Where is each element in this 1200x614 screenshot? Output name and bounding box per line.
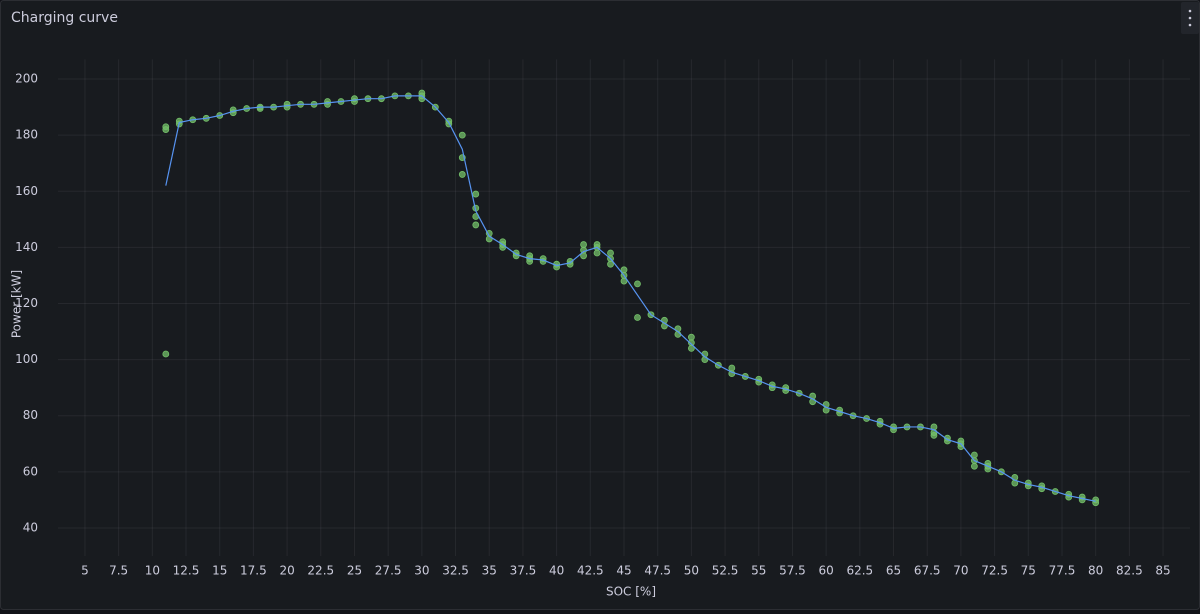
x-tick-label: 70 bbox=[953, 564, 968, 578]
data-point bbox=[687, 344, 695, 352]
y-tick-label: 40 bbox=[23, 520, 38, 534]
x-tick-label: 15 bbox=[212, 564, 227, 578]
data-point bbox=[458, 171, 466, 178]
menu-dot bbox=[1188, 23, 1192, 27]
x-tick-label: 60 bbox=[819, 564, 834, 578]
y-tick-label: 80 bbox=[23, 408, 38, 422]
y-tick-label: 140 bbox=[15, 240, 38, 254]
data-point bbox=[162, 126, 170, 133]
x-tick-label: 57.5 bbox=[779, 564, 806, 578]
data-point bbox=[472, 221, 480, 229]
data-point bbox=[607, 249, 614, 257]
x-tick-label: 52.5 bbox=[712, 564, 739, 578]
x-tick-label: 47.5 bbox=[644, 564, 671, 578]
x-tick-label: 65 bbox=[886, 564, 901, 578]
menu-dot bbox=[1188, 16, 1192, 20]
x-tick-label: 40 bbox=[549, 564, 564, 578]
data-point bbox=[634, 280, 641, 288]
data-point bbox=[593, 249, 601, 257]
x-tick-label: 62.5 bbox=[846, 564, 873, 578]
x-tick-label: 32.5 bbox=[442, 564, 469, 578]
data-line bbox=[165, 95, 1096, 502]
x-tick-label: 27.5 bbox=[375, 564, 402, 578]
x-tick-label: 45 bbox=[616, 564, 631, 578]
y-tick-label: 200 bbox=[15, 72, 38, 86]
data-point bbox=[256, 105, 264, 112]
x-tick-label: 72.5 bbox=[981, 564, 1008, 578]
data-point bbox=[580, 252, 587, 260]
data-point bbox=[580, 241, 587, 248]
x-tick-label: 7.5 bbox=[109, 564, 128, 578]
panel-menu[interactable] bbox=[1181, 2, 1199, 34]
data-point bbox=[607, 260, 614, 268]
x-tick-label: 75 bbox=[1021, 564, 1036, 578]
x-axis-title: SOC [%] bbox=[606, 585, 656, 599]
x-tick-label: 77.5 bbox=[1049, 564, 1076, 578]
menu-dot bbox=[1188, 9, 1192, 13]
x-tick-label: 67.5 bbox=[914, 564, 941, 578]
data-point bbox=[162, 350, 170, 358]
data-point bbox=[930, 431, 938, 439]
x-tick-label: 22.5 bbox=[307, 564, 334, 578]
x-tick-label: 50 bbox=[684, 564, 699, 578]
x-tick-label: 35 bbox=[482, 564, 497, 578]
y-tick-label: 60 bbox=[23, 464, 38, 478]
x-tick-label: 37.5 bbox=[510, 564, 537, 578]
data-point bbox=[687, 333, 695, 341]
data-point bbox=[970, 462, 978, 470]
y-tick-label: 120 bbox=[15, 296, 38, 310]
x-tick-label: 25 bbox=[347, 564, 362, 578]
data-point bbox=[634, 314, 641, 321]
y-tick-label: 160 bbox=[15, 184, 38, 198]
x-tick-label: 30 bbox=[414, 564, 429, 578]
data-point bbox=[458, 131, 466, 139]
x-tick-label: 85 bbox=[1155, 564, 1170, 578]
x-tick-label: 55 bbox=[751, 564, 766, 578]
x-tick-label: 20 bbox=[279, 564, 294, 578]
x-tick-label: 5 bbox=[81, 564, 89, 578]
y-tick-label: 180 bbox=[15, 128, 38, 142]
data-point bbox=[472, 190, 480, 198]
x-tick-label: 17.5 bbox=[240, 564, 267, 578]
x-tick-label: 12.5 bbox=[173, 564, 200, 578]
panel-title: Charging curve bbox=[11, 10, 118, 26]
x-tick-label: 80 bbox=[1088, 564, 1103, 578]
data-point bbox=[620, 277, 628, 285]
data-point bbox=[728, 364, 736, 372]
y-axis-title: Power [kW] bbox=[10, 270, 24, 338]
x-tick-label: 42.5 bbox=[577, 564, 604, 578]
y-tick-label: 100 bbox=[15, 352, 38, 366]
x-tick-label: 82.5 bbox=[1116, 564, 1143, 578]
x-tick-label: 10 bbox=[145, 564, 160, 578]
